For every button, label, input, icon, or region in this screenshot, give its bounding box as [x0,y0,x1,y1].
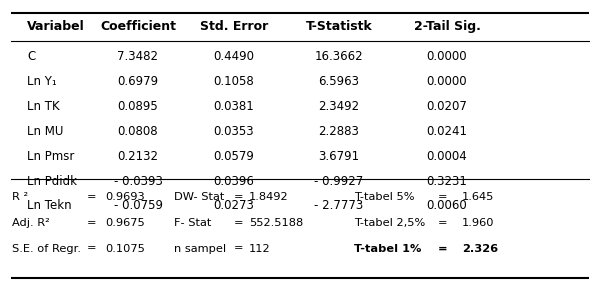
Text: 0.0895: 0.0895 [118,100,158,113]
Text: 1.645: 1.645 [462,192,494,202]
Text: 2-Tail Sig.: 2-Tail Sig. [413,20,481,34]
Text: =: = [234,192,244,202]
Text: 0.9693: 0.9693 [105,192,145,202]
Text: 3.6791: 3.6791 [319,150,359,163]
Text: - 0.0393: - 0.0393 [113,175,163,187]
Text: 6.5963: 6.5963 [319,75,359,88]
Text: 1.8492: 1.8492 [249,192,289,202]
Text: T-tabel 1%: T-tabel 1% [354,243,421,254]
Text: 552.5188: 552.5188 [249,218,303,228]
Text: =: = [438,218,448,228]
Text: 0.1075: 0.1075 [105,243,145,254]
Text: 7.3482: 7.3482 [118,50,158,63]
Text: - 0.0759: - 0.0759 [113,199,163,212]
Text: Ln Tekn: Ln Tekn [27,199,71,212]
Text: S.E. of Regr.: S.E. of Regr. [12,243,81,254]
Text: 16.3662: 16.3662 [314,50,364,63]
Text: =: = [87,192,97,202]
Text: 0.0207: 0.0207 [427,100,467,113]
Text: =: = [234,218,244,228]
Text: 0.0381: 0.0381 [214,100,254,113]
Text: 0.4490: 0.4490 [214,50,254,63]
Text: Ln TK: Ln TK [27,100,59,113]
Text: 0.0579: 0.0579 [214,150,254,163]
Text: 0.0241: 0.0241 [427,125,467,138]
Text: DW- Stat: DW- Stat [174,192,224,202]
Text: 0.0396: 0.0396 [214,175,254,187]
Text: =: = [438,243,448,254]
Text: 0.0273: 0.0273 [214,199,254,212]
Text: =: = [234,243,244,254]
Text: Ln Y₁: Ln Y₁ [27,75,57,88]
Text: 0.0353: 0.0353 [214,125,254,138]
Text: Ln Pdidk: Ln Pdidk [27,175,77,187]
Text: F- Stat: F- Stat [174,218,211,228]
Text: T-tabel 2,5%: T-tabel 2,5% [354,218,425,228]
Text: 1.960: 1.960 [462,218,494,228]
Text: T-Statistk: T-Statistk [305,20,373,34]
Text: R ²: R ² [12,192,28,202]
Text: Adj. R²: Adj. R² [12,218,50,228]
Text: 0.3231: 0.3231 [427,175,467,187]
Text: Variabel: Variabel [27,20,85,34]
Text: =: = [87,218,97,228]
Text: 0.6979: 0.6979 [118,75,158,88]
Text: 2.326: 2.326 [462,243,498,254]
Text: 2.3492: 2.3492 [319,100,359,113]
Text: C: C [27,50,35,63]
Text: 112: 112 [249,243,271,254]
Text: T-tabel 5%: T-tabel 5% [354,192,415,202]
Text: Ln Pmsr: Ln Pmsr [27,150,74,163]
Text: n sampel: n sampel [174,243,226,254]
Text: 2.2883: 2.2883 [319,125,359,138]
Text: - 0.9927: - 0.9927 [314,175,364,187]
Text: Std. Error: Std. Error [200,20,268,34]
Text: 0.2132: 0.2132 [118,150,158,163]
Text: =: = [87,243,97,254]
Text: 0.0004: 0.0004 [427,150,467,163]
Text: Coefficient: Coefficient [100,20,176,34]
Text: 0.9675: 0.9675 [105,218,145,228]
Text: - 2.7773: - 2.7773 [314,199,364,212]
Text: 0.0000: 0.0000 [427,50,467,63]
Text: 0.0000: 0.0000 [427,75,467,88]
Text: 0.1058: 0.1058 [214,75,254,88]
Text: 0.0808: 0.0808 [118,125,158,138]
Text: =: = [438,192,448,202]
Text: 0.0060: 0.0060 [427,199,467,212]
Text: Ln MU: Ln MU [27,125,64,138]
